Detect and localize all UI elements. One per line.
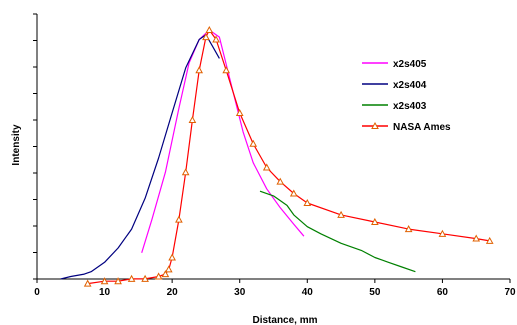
- data-point-marker: [154, 272, 163, 280]
- x-tick-label: 50: [369, 287, 381, 298]
- legend-label: x2s403: [393, 101, 427, 112]
- data-point-marker: [404, 225, 413, 233]
- legend-item: x2s404: [362, 80, 427, 91]
- series-x2s403: [259, 190, 416, 273]
- series-line: [87, 29, 490, 285]
- x-ticks: 0 10 20 30 40 50 60 70: [34, 279, 516, 298]
- data-point-marker: [100, 277, 109, 285]
- data-point-marker: [235, 108, 244, 116]
- data-point-marker: [168, 253, 176, 261]
- data-point-marker: [276, 177, 285, 185]
- data-point-marker: [195, 66, 204, 74]
- x-tick-label: 60: [437, 287, 449, 298]
- legend-item: x2s405: [362, 59, 427, 70]
- data-point-marker: [337, 210, 345, 218]
- legend-item: x2s403: [362, 101, 427, 112]
- data-point-marker: [164, 265, 173, 273]
- x-tick-label: 70: [504, 287, 516, 298]
- x-tick-label: 40: [302, 287, 314, 298]
- legend-label: x2s404: [393, 80, 427, 91]
- data-point-marker: [205, 25, 214, 33]
- data-point-marker: [371, 217, 379, 225]
- x-axis-title: Distance, mm: [252, 315, 317, 325]
- axes: 0 10 20 30 40 50 60 70: [33, 13, 516, 298]
- series-nasa-ames: [83, 25, 494, 287]
- data-point-marker: [141, 274, 149, 282]
- data-point-marker: [249, 139, 258, 147]
- data-point-marker: [222, 66, 231, 74]
- legend-item: NASA Ames: [362, 121, 451, 133]
- series-layer: [60, 25, 494, 287]
- data-point-marker: [127, 274, 136, 282]
- x-tick-label: 10: [99, 287, 111, 298]
- data-point-marker: [262, 163, 271, 171]
- data-point-marker: [175, 215, 183, 223]
- x-tick-label: 30: [234, 287, 246, 298]
- data-point-marker: [289, 189, 298, 197]
- series-line: [60, 34, 220, 280]
- data-point-marker: [114, 277, 122, 285]
- series-x2s405: [141, 29, 305, 253]
- legend-label: NASA Ames: [393, 122, 451, 133]
- y-axis-title: Intensity: [11, 124, 22, 166]
- data-point-marker: [485, 236, 494, 244]
- data-point-marker: [83, 279, 92, 287]
- y-ticks: [33, 13, 37, 280]
- data-point-marker: [438, 229, 447, 237]
- series-line: [141, 29, 305, 253]
- legend-marker: [371, 121, 379, 129]
- series-line: [259, 190, 416, 273]
- data-point-marker: [212, 35, 220, 43]
- series-x2s404: [60, 34, 220, 280]
- data-point-marker: [472, 234, 481, 242]
- data-point-marker: [161, 270, 170, 278]
- legend: x2s405 x2s404 x2s403 NASA Ames: [362, 59, 451, 133]
- x-tick-label: 0: [34, 287, 40, 298]
- data-point-marker: [188, 116, 197, 124]
- x-tick-label: 20: [167, 287, 179, 298]
- legend-label: x2s405: [393, 59, 427, 70]
- data-point-marker: [303, 198, 312, 207]
- data-point-marker: [202, 33, 210, 41]
- data-point-marker: [181, 168, 190, 176]
